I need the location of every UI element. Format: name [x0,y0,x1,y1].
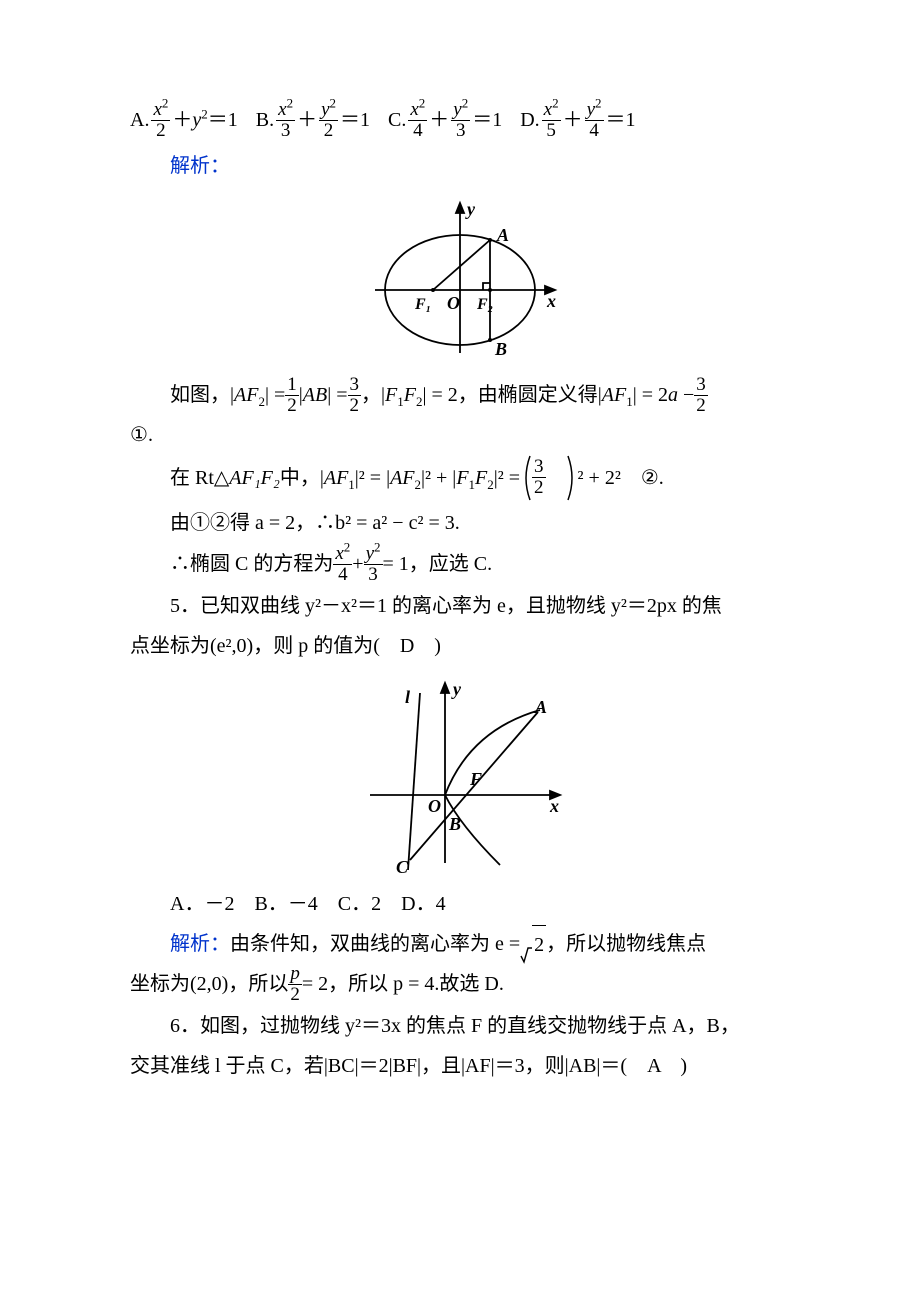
q5-stem-1: 5．已知双曲线 y²－x²＝1 的离心率为 e，且抛物线 y²＝2px 的焦 [130,587,790,625]
q4-circle1-line: ①. [130,416,790,454]
point-b-label: B [448,814,461,834]
origin-label: O [428,796,441,816]
q4-option-a: A. x2 2 ＋y2＝1 [130,100,238,141]
q4-solution-line1: 如图， |AF2| = 12 |AB| = 32 ， |F1F2| = 2， 由… [130,375,790,416]
q5-jiexi-line1: 解析： 由条件知，双曲线的离心率为 e = 2 ，所以抛物线焦点 [130,925,790,964]
point-b-label: B [494,339,507,359]
line-l-label: l [405,687,410,707]
q5-jiexi-line2: 坐标为(2,0)，所以 p2 = 2，所以 p = 4.故选 D. [130,964,790,1005]
svg-text:x: x [549,796,559,816]
svg-text:y: y [451,679,462,699]
q5-stem-2: 点坐标为(e²,0)，则 p 的值为( D ) [130,627,790,665]
opt-label: A. [130,101,149,139]
fraction: x2 2 [151,100,170,141]
q6-line2: 交其准线 l 于点 C，若|BC|＝2|BF|，且|AF|＝3，则|AB|＝( … [130,1047,790,1085]
q5-figure: y x l A B C F O [130,675,790,875]
q4-option-b: B. x23 ＋ y22 ＝1 [256,100,370,141]
q5-options: A．－2 B．－4 C．2 D．4 [130,885,790,923]
q4-conclusion: ∴椭圆 C 的方程为 x24 + y23 = 1，应选 C. [130,544,790,585]
point-a-label: A [496,225,509,245]
axis-x-label: x [546,291,556,311]
q4-option-d: D. x25 ＋ y24 ＝1 [520,100,635,141]
q4-figure: y x A B F₁ F₂ O [130,195,790,365]
point-f1-label: F₁ [414,296,431,313]
q5-jiexi-label: 解析： [170,925,230,963]
q4-jiexi-label: 解析： [130,147,790,185]
q6-line1: 6．如图，过抛物线 y²＝3x 的焦点 F 的直线交抛物线于点 A，B， [130,1007,790,1045]
point-c-label: C [396,857,409,875]
q4-combine: 由①②得 a = 2，∴b² = a² − c² = 3. [130,504,790,542]
point-a-label: A [534,697,547,717]
origin-label: O [447,293,460,313]
q4-rt-line: 在 Rt△ AF₁F₂ 中， |AF1|² = |AF2|² + |F1F2|²… [130,454,790,502]
point-f-label: F [469,769,482,789]
q4-option-c: C. x24 ＋ y23 ＝1 [388,100,502,141]
point-f2-label: F₂ [476,296,493,313]
axis-y-label: y [465,199,476,219]
q4-options: A. x2 2 ＋y2＝1 B. x23 ＋ y22 ＝1 C. x24 ＋ y… [130,100,790,141]
